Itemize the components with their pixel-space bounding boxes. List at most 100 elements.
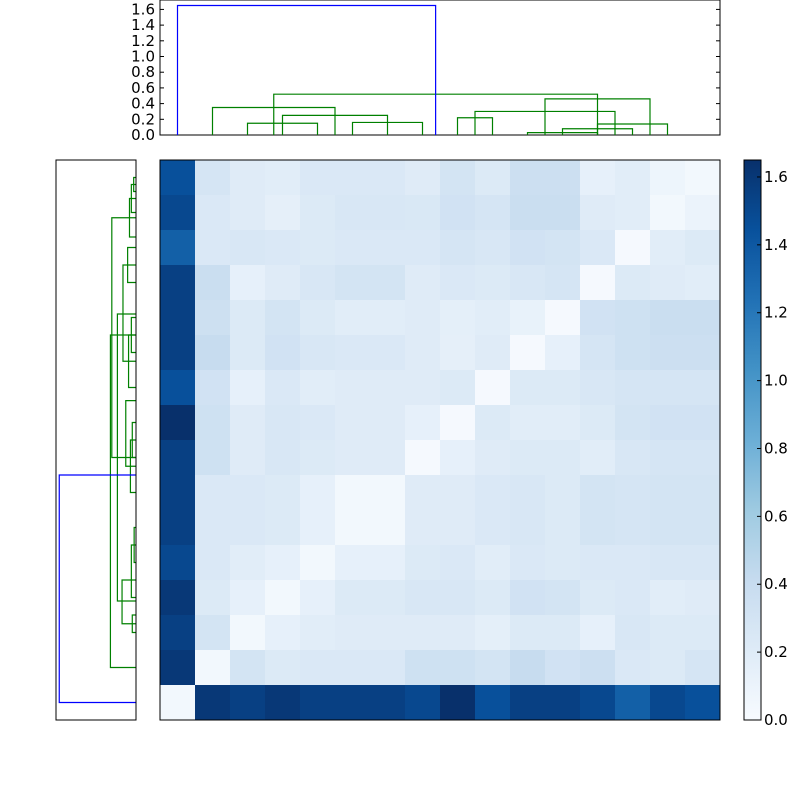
heatmap-cell <box>195 370 231 406</box>
heatmap-cell <box>370 650 406 686</box>
heatmap-cell <box>580 405 616 441</box>
heatmap-cell <box>300 685 336 721</box>
heatmap-cell <box>370 440 406 476</box>
heatmap-cell <box>300 230 336 266</box>
heatmap-cell <box>580 440 616 476</box>
heatmap-cell <box>230 370 266 406</box>
heatmap-cell <box>335 160 371 196</box>
top-dendrogram-tick-label: 0.6 <box>131 79 155 97</box>
colorbar-tick-label: 0.4 <box>764 575 788 593</box>
heatmap-cell <box>685 440 721 476</box>
heatmap-cell <box>440 510 476 546</box>
heatmap-cell <box>545 650 581 686</box>
heatmap-cell <box>685 580 721 616</box>
heatmap-cell <box>545 405 581 441</box>
heatmap-cell <box>650 650 686 686</box>
heatmap-cell <box>545 300 581 336</box>
top-dendrogram-tick-label: 0.2 <box>131 110 155 128</box>
heatmap-cell <box>370 160 406 196</box>
heatmap-cell <box>265 510 301 546</box>
heatmap-cell <box>615 370 651 406</box>
heatmap-cell <box>440 300 476 336</box>
heatmap-cell <box>160 650 196 686</box>
heatmap-cell <box>615 230 651 266</box>
heatmap-cell <box>510 265 546 301</box>
heatmap-cell <box>335 475 371 511</box>
heatmap-cell <box>230 510 266 546</box>
heatmap-cell <box>335 580 371 616</box>
heatmap-cell <box>650 440 686 476</box>
heatmap-cell <box>475 370 511 406</box>
heatmap-cell <box>685 405 721 441</box>
heatmap-cell <box>545 440 581 476</box>
heatmap-cell <box>510 545 546 581</box>
heatmap-cell <box>580 265 616 301</box>
heatmap-cell <box>195 265 231 301</box>
colorbar-tick-label: 0.8 <box>764 439 788 457</box>
heatmap-cell <box>160 230 196 266</box>
heatmap-cell <box>230 650 266 686</box>
heatmap-cell <box>580 335 616 371</box>
heatmap-cell <box>405 335 441 371</box>
heatmap-cell <box>440 685 476 721</box>
heatmap-cell <box>650 510 686 546</box>
heatmap-cell <box>580 545 616 581</box>
heatmap-cell <box>580 580 616 616</box>
heatmap-cell <box>300 440 336 476</box>
heatmap-cell <box>370 265 406 301</box>
heatmap-cell <box>580 160 616 196</box>
heatmap-cell <box>370 510 406 546</box>
heatmap-cell <box>615 300 651 336</box>
heatmap-cell <box>615 685 651 721</box>
heatmap-cell <box>160 475 196 511</box>
heatmap-cell <box>230 160 266 196</box>
heatmap-cell <box>475 580 511 616</box>
heatmap-cell <box>475 265 511 301</box>
heatmap-cell <box>370 685 406 721</box>
heatmap-cell <box>545 580 581 616</box>
heatmap-cell <box>615 615 651 651</box>
heatmap-cell <box>580 300 616 336</box>
heatmap-cell <box>370 335 406 371</box>
heatmap-cell <box>440 335 476 371</box>
heatmap-cell <box>650 160 686 196</box>
heatmap-cell <box>440 650 476 686</box>
heatmap-cell <box>195 440 231 476</box>
heatmap-cell <box>335 615 371 651</box>
heatmap-cell <box>405 650 441 686</box>
heatmap-cell <box>265 615 301 651</box>
heatmap-cell <box>580 510 616 546</box>
heatmap-cell <box>650 230 686 266</box>
heatmap-cell <box>405 300 441 336</box>
colorbar-tick-label: 1.6 <box>764 168 788 186</box>
heatmap-cell <box>685 300 721 336</box>
heatmap-cell <box>580 370 616 406</box>
heatmap-cell <box>440 265 476 301</box>
heatmap-cell <box>160 615 196 651</box>
heatmap-cell <box>370 615 406 651</box>
heatmap-cell <box>475 615 511 651</box>
heatmap-cell <box>545 545 581 581</box>
heatmap-cell <box>335 685 371 721</box>
heatmap-cell <box>475 405 511 441</box>
heatmap-cell <box>335 230 371 266</box>
heatmap-cell <box>405 230 441 266</box>
heatmap-cell <box>510 440 546 476</box>
heatmap-cell <box>615 475 651 511</box>
heatmap-cell <box>195 160 231 196</box>
heatmap-cell <box>510 405 546 441</box>
heatmap-cell <box>160 300 196 336</box>
heatmap-cell <box>615 510 651 546</box>
heatmap-cell <box>265 475 301 511</box>
top-dendrogram-tick-label: 1.4 <box>131 16 155 34</box>
heatmap-cell <box>405 265 441 301</box>
heatmap-cell <box>265 650 301 686</box>
heatmap-cell <box>545 230 581 266</box>
heatmap-cell <box>335 195 371 231</box>
heatmap-cell <box>510 685 546 721</box>
heatmap <box>159 159 721 721</box>
heatmap-cell <box>475 230 511 266</box>
colorbar-tick-label: 1.0 <box>764 372 788 390</box>
heatmap-cell <box>195 685 231 721</box>
